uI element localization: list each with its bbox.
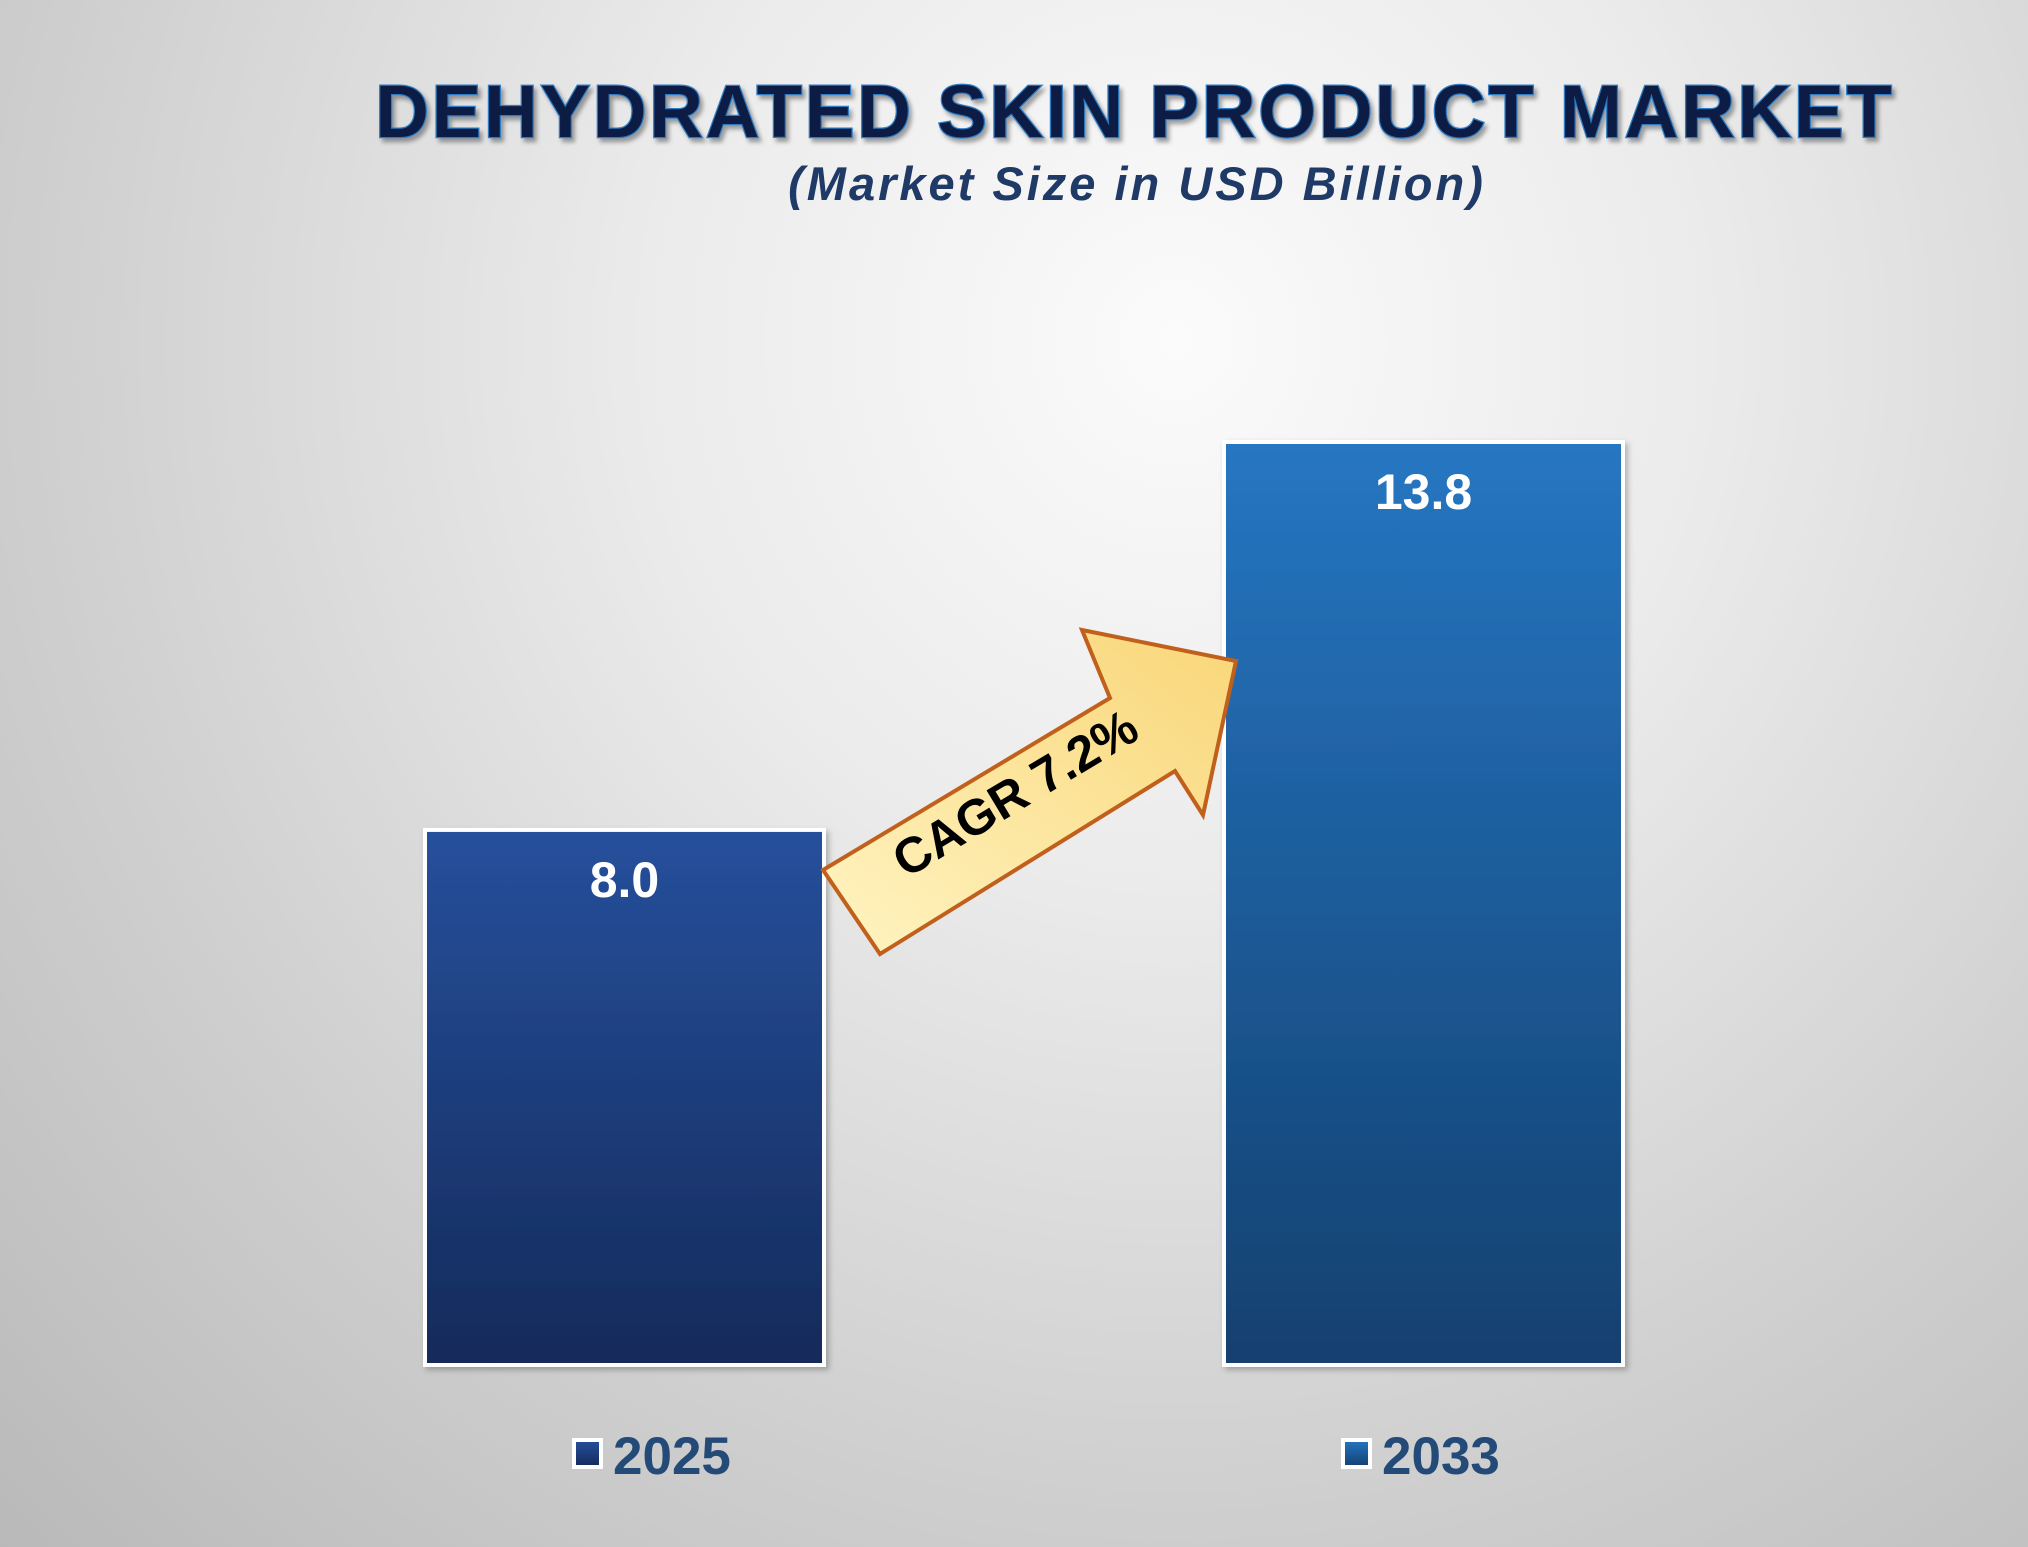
legend-label-2033: 2033 [1382, 1427, 1500, 1486]
legend-swatch-2025 [572, 1438, 603, 1469]
bar-2025 [423, 827, 826, 1367]
legend: 2025 2033 [572, 1427, 1500, 1486]
legend-swatch-2033 [1341, 1438, 1372, 1469]
bar-2033 [1222, 440, 1625, 1367]
value-label-2025: 8.0 [590, 852, 660, 908]
chart-title: DEHYDRATED SKIN PRODUCT MARKET [375, 70, 1894, 153]
bars-layer [423, 440, 1625, 1367]
cagr-arrow: CAGR 7.2% [820, 627, 1239, 957]
value-label-2033: 13.8 [1375, 464, 1472, 520]
legend-label-2025: 2025 [613, 1427, 731, 1486]
chart-subtitle: (Market Size in USD Billion) [788, 157, 1486, 210]
cagr-arrow-shape [820, 627, 1239, 957]
value-labels-layer: 8.0 13.8 [590, 464, 1472, 908]
